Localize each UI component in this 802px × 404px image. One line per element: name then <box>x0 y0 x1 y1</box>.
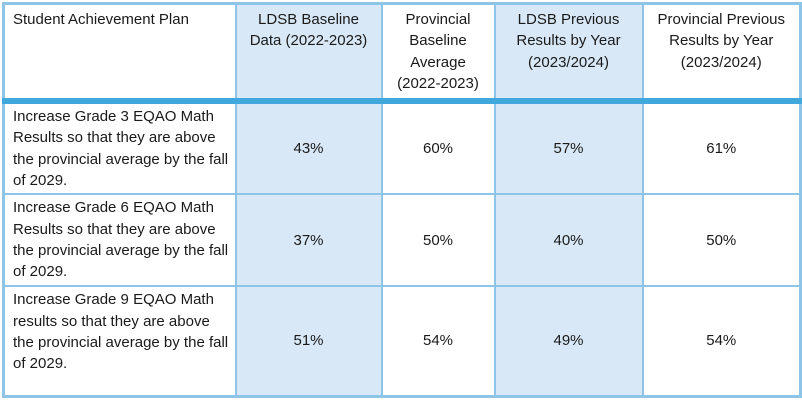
value-cell: 43% <box>234 100 383 196</box>
value-cell: 60% <box>380 100 496 196</box>
value-cell: 54% <box>380 285 496 398</box>
value-cell: 51% <box>234 285 383 398</box>
column-header-provincial-baseline: Provincial Baseline Average (2022-2023) <box>380 2 496 105</box>
student-achievement-plan-table: Student Achievement Plan LDSB Baseline D… <box>2 2 802 398</box>
value-cell: 54% <box>641 285 802 398</box>
column-header-plan: Student Achievement Plan <box>2 2 237 105</box>
goal-cell: Increase Grade 9 EQAO Math results so th… <box>2 285 237 398</box>
table-row-grade-9: Increase Grade 9 EQAO Math results so th… <box>2 285 802 398</box>
column-header-ldsb-baseline: LDSB Baseline Data (2022-2023) <box>234 2 383 105</box>
value-cell: 57% <box>493 100 644 196</box>
value-cell: 50% <box>380 193 496 288</box>
table-row-grade-3: Increase Grade 3 EQAO Math Results so th… <box>2 100 802 196</box>
value-cell: 50% <box>641 193 802 288</box>
goal-cell: Increase Grade 3 EQAO Math Results so th… <box>2 100 237 196</box>
header-row: Student Achievement Plan LDSB Baseline D… <box>2 2 802 105</box>
value-cell: 37% <box>234 193 383 288</box>
column-header-provincial-previous: Provincial Previous Results by Year (202… <box>641 2 802 105</box>
table-row-grade-6: Increase Grade 6 EQAO Math Results so th… <box>2 193 802 288</box>
value-cell: 61% <box>641 100 802 196</box>
goal-cell: Increase Grade 6 EQAO Math Results so th… <box>2 193 237 288</box>
value-cell: 49% <box>493 285 644 398</box>
column-header-ldsb-previous: LDSB Previous Results by Year (2023/2024… <box>493 2 644 105</box>
value-cell: 40% <box>493 193 644 288</box>
